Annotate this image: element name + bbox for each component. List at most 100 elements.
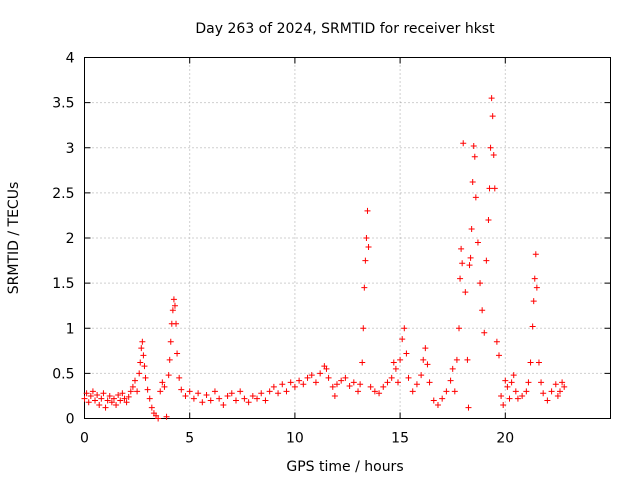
data-point [129, 383, 136, 390]
data-point [141, 363, 148, 370]
data-point [138, 345, 145, 352]
data-point [270, 383, 277, 390]
data-point [237, 388, 244, 395]
data-point [241, 395, 248, 402]
data-point [557, 388, 564, 395]
data-point [300, 381, 307, 388]
data-point [380, 383, 387, 390]
data-point [169, 307, 176, 314]
data-point [195, 390, 202, 397]
data-point [468, 225, 475, 232]
data-point [355, 388, 362, 395]
data-point [163, 413, 170, 420]
data-point [171, 302, 178, 309]
data-point [139, 338, 146, 345]
data-point [364, 207, 371, 214]
data-point [491, 185, 498, 192]
data-point [458, 245, 465, 252]
data-point [493, 338, 500, 345]
data-point [155, 415, 162, 422]
data-point [360, 325, 367, 332]
y-tick-label: 1.5 [52, 276, 74, 292]
data-point [350, 379, 357, 386]
data-point [527, 359, 534, 366]
data-point [131, 377, 138, 384]
data-point [449, 365, 456, 372]
data-point [512, 388, 519, 395]
data-point [220, 401, 227, 408]
data-point [486, 185, 493, 192]
data-point [98, 395, 105, 402]
data-point [559, 379, 566, 386]
data-point [495, 352, 502, 359]
data-point [254, 395, 261, 402]
data-point [266, 388, 273, 395]
data-point [466, 262, 473, 269]
data-point [399, 336, 406, 343]
data-point [384, 379, 391, 386]
data-point [121, 395, 128, 402]
data-point [508, 379, 515, 386]
data-point [548, 388, 555, 395]
data-point [262, 397, 269, 404]
data-point [325, 374, 332, 381]
data-point [100, 390, 107, 397]
data-point [371, 388, 378, 395]
data-point [469, 179, 476, 186]
data-point [489, 113, 496, 120]
data-point [376, 390, 383, 397]
data-point [420, 356, 427, 363]
data-point [460, 140, 467, 147]
data-point [338, 377, 345, 384]
x-axis-label: GPS time / hours [286, 459, 403, 475]
data-point [409, 388, 416, 395]
data-point [249, 392, 256, 399]
data-point [283, 388, 290, 395]
data-point [81, 395, 88, 402]
data-point [481, 329, 488, 336]
data-point [514, 395, 521, 402]
data-point [134, 388, 141, 395]
data-point [291, 383, 298, 390]
data-point [104, 397, 111, 404]
data-point [485, 216, 492, 223]
grid-layer [84, 57, 611, 419]
data-point [178, 386, 185, 393]
y-tick-label: 2.5 [52, 186, 74, 202]
data-point [418, 372, 425, 379]
data-point [186, 388, 193, 395]
data-point [317, 370, 324, 377]
data-point [170, 296, 177, 303]
y-axis-label: SRMTID / TECUs [6, 182, 22, 295]
data-point [115, 392, 122, 399]
data-point [96, 401, 103, 408]
data-point [142, 374, 149, 381]
data-point [426, 379, 433, 386]
data-point [125, 393, 132, 400]
data-point [532, 251, 539, 258]
data-point [296, 377, 303, 384]
data-point [342, 374, 349, 381]
data-point [123, 399, 130, 406]
y-tick-label: 2 [66, 231, 75, 247]
data-point [119, 390, 126, 397]
data-point [359, 359, 366, 366]
data-point [392, 365, 399, 372]
data-point [365, 244, 372, 251]
data-point [207, 397, 214, 404]
data-point [140, 352, 147, 359]
y-tick-label: 1 [66, 321, 75, 337]
data-point [422, 345, 429, 352]
data-point [190, 395, 197, 402]
data-point [413, 381, 420, 388]
data-point [462, 289, 469, 296]
data-point [401, 325, 408, 332]
data-point [519, 392, 526, 399]
data-point [94, 392, 101, 399]
data-point [110, 395, 117, 402]
data-point [159, 379, 166, 386]
data-point [451, 388, 458, 395]
data-point [331, 392, 338, 399]
data-point [216, 395, 223, 402]
